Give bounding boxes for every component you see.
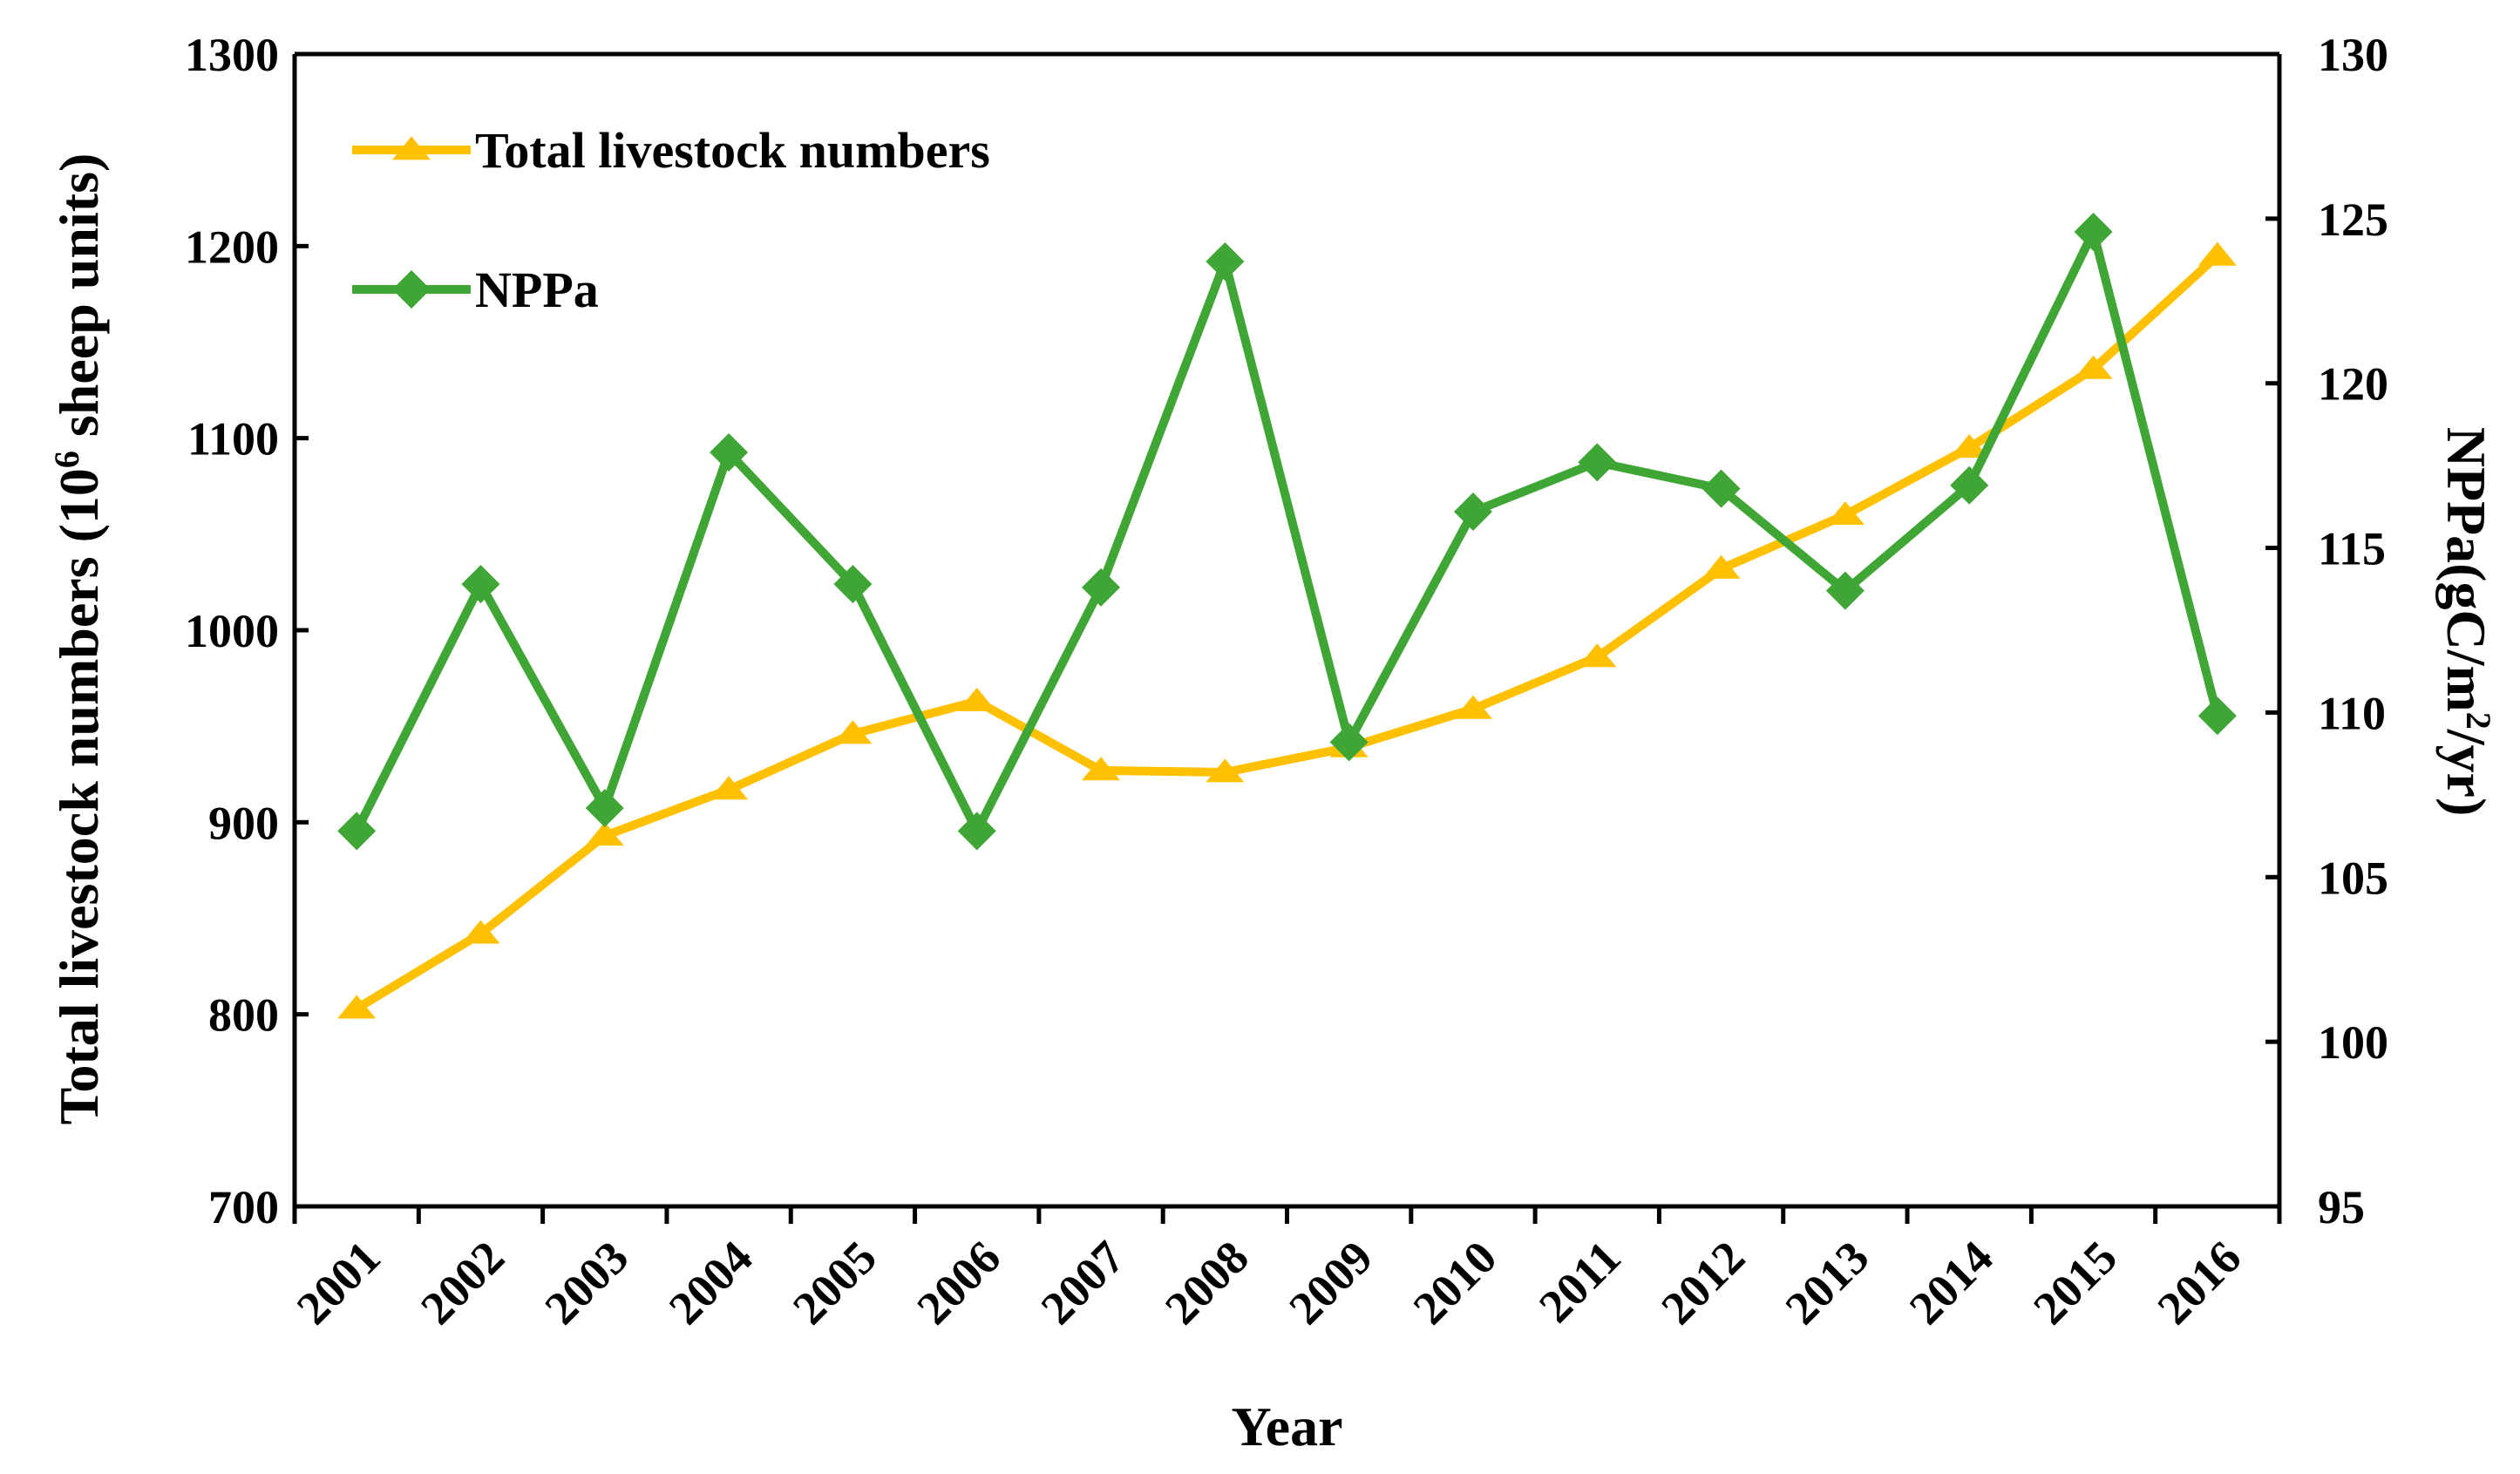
legend-label: NPPa bbox=[475, 262, 599, 318]
left-y-tick-label: 800 bbox=[208, 989, 279, 1042]
nppa-point bbox=[461, 565, 500, 604]
x-tick-label: 2015 bbox=[2023, 1231, 2127, 1335]
nppa-point bbox=[710, 433, 749, 472]
nppa-point bbox=[1206, 241, 1245, 281]
nppa-point bbox=[1950, 465, 1989, 505]
left-y-tick-label: 1100 bbox=[187, 413, 279, 465]
x-tick-label: 2006 bbox=[907, 1231, 1010, 1335]
legend-label: Total livestock numbers bbox=[475, 122, 990, 179]
nppa-point bbox=[1082, 567, 1121, 607]
legend-marker bbox=[392, 136, 431, 160]
legend: Total livestock numbers NPPa bbox=[352, 122, 990, 318]
livestock-point bbox=[1578, 643, 1617, 668]
livestock-point bbox=[957, 687, 996, 711]
x-axis-title: Year bbox=[1232, 1396, 1343, 1457]
nppa-point bbox=[1329, 723, 1369, 762]
livestock-point bbox=[585, 822, 624, 846]
x-tick-label: 2003 bbox=[534, 1231, 638, 1335]
right-y-tick-label: 125 bbox=[2318, 194, 2388, 246]
x-tick-label: 2013 bbox=[1776, 1231, 1879, 1335]
nppa-point bbox=[1825, 571, 1865, 610]
series-layer bbox=[337, 212, 2237, 1019]
right-y-tick-label: 95 bbox=[2318, 1181, 2365, 1233]
livestock-point bbox=[337, 995, 377, 1019]
livestock-point bbox=[1702, 554, 1741, 579]
left-y-axis-title: Total livestock numbers (106 sheep units… bbox=[47, 153, 111, 1125]
right-y-tick-label: 100 bbox=[2318, 1016, 2388, 1069]
right-y-axis-title: NPPa(gC/m2/yr) bbox=[2435, 427, 2499, 817]
nppa-point bbox=[2074, 212, 2113, 251]
nppa-point bbox=[833, 565, 873, 604]
x-tick-label: 2016 bbox=[2148, 1231, 2252, 1335]
livestock-point bbox=[2074, 355, 2113, 379]
left-y-tick-label: 900 bbox=[208, 797, 279, 849]
axes bbox=[292, 51, 2282, 1209]
nppa-point bbox=[1702, 469, 1741, 508]
right-y-tick-label: 110 bbox=[2318, 687, 2386, 739]
livestock-point bbox=[833, 720, 873, 744]
right-y-tick-label: 105 bbox=[2318, 852, 2388, 904]
nppa-point bbox=[337, 812, 377, 851]
legend-marker bbox=[392, 270, 431, 309]
livestock-point bbox=[1453, 695, 1492, 719]
livestock-point bbox=[1082, 757, 1121, 781]
nppa-point bbox=[1578, 443, 1617, 482]
livestock-point bbox=[2197, 241, 2237, 266]
x-tick-label: 2011 bbox=[1529, 1231, 1631, 1333]
right-y-tick-label: 130 bbox=[2318, 29, 2388, 81]
x-tick-label: 2012 bbox=[1651, 1231, 1755, 1335]
x-tick-label: 2014 bbox=[1899, 1231, 2003, 1335]
tick-labels: 700 800 900 1000 1100 1200 1300 95 100 105 110 115 1… bbox=[185, 29, 2388, 1335]
nppa-point bbox=[1453, 492, 1492, 532]
x-tick-label: 2010 bbox=[1403, 1231, 1507, 1335]
livestock-point bbox=[1825, 501, 1865, 526]
nppa-line bbox=[352, 227, 2222, 836]
left-y-tick-label: 1300 bbox=[185, 29, 279, 81]
series-triangle bbox=[337, 241, 2237, 1019]
x-tick-label: 2009 bbox=[1279, 1231, 1382, 1335]
nppa-point bbox=[957, 812, 996, 851]
left-y-tick-label: 1200 bbox=[185, 221, 279, 273]
livestock-point bbox=[1206, 758, 1245, 783]
right-y-tick-label: 120 bbox=[2318, 358, 2388, 411]
livestock-line bbox=[354, 252, 2221, 1013]
left-y-tick-label: 700 bbox=[208, 1181, 279, 1233]
livestock-point bbox=[1950, 433, 1989, 459]
nppa-point bbox=[2197, 696, 2237, 736]
x-tick-label: 2007 bbox=[1031, 1231, 1135, 1335]
right-y-tick-label: 115 bbox=[2318, 523, 2386, 575]
x-tick-label: 2004 bbox=[659, 1231, 763, 1335]
livestock-point bbox=[461, 920, 500, 944]
ticks bbox=[292, 51, 2282, 1224]
livestock-point bbox=[710, 776, 749, 800]
series-diamond bbox=[337, 212, 2237, 851]
x-tick-label: 2002 bbox=[411, 1231, 514, 1335]
nppa-point bbox=[585, 788, 624, 827]
x-tick-label: 2005 bbox=[783, 1231, 886, 1335]
x-tick-label: 2008 bbox=[1155, 1231, 1259, 1335]
x-tick-label: 2001 bbox=[287, 1231, 391, 1335]
left-y-tick-label: 1000 bbox=[185, 605, 279, 657]
